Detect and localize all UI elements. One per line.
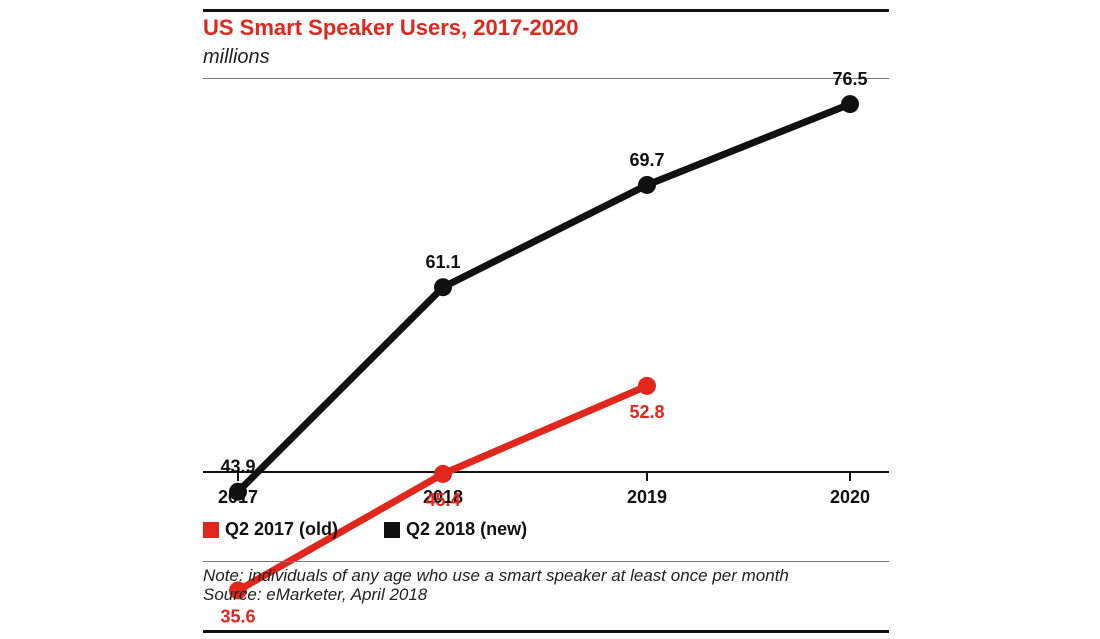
- legend-swatch-old: [203, 521, 219, 538]
- data-point: [638, 175, 656, 194]
- chart-subtitle: millions: [203, 46, 270, 68]
- x-tick-label: 2018: [423, 487, 463, 507]
- data-label: 43.9: [220, 457, 255, 477]
- data-label: 61.1: [425, 252, 460, 272]
- data-point: [229, 581, 247, 600]
- footnotes: Note: individuals of any age who use a s…: [203, 566, 893, 604]
- source-text: Source: eMarketer, April 2018: [203, 585, 428, 604]
- legend-item-new: Q2 2018 (new): [384, 519, 527, 540]
- x-axis: 2017201820192020: [203, 471, 889, 507]
- legend-label-new: Q2 2018 (new): [406, 519, 528, 539]
- data-point: [841, 95, 859, 114]
- series-line: [234, 100, 854, 496]
- data-label: 35.6: [220, 606, 255, 626]
- x-tick-label: 2019: [627, 487, 667, 507]
- header-divider: [203, 78, 889, 79]
- legend: Q2 2017 (old) Q2 2018 (new): [203, 519, 573, 540]
- series-layer: [229, 95, 859, 600]
- x-tick-label: 2020: [830, 487, 870, 507]
- data-label: 69.7: [629, 150, 664, 170]
- data-label: 45.4: [425, 490, 460, 510]
- data-label: 76.5: [832, 69, 867, 89]
- data-point: [638, 376, 656, 395]
- data-point: [434, 278, 452, 297]
- footer-divider: [203, 561, 889, 562]
- data-label: 52.8: [629, 402, 664, 422]
- chart-title: US Smart Speaker Users, 2017-2020: [203, 15, 579, 40]
- data-point: [229, 482, 247, 501]
- note-text: Note: individuals of any age who use a s…: [203, 566, 789, 585]
- legend-item-old: Q2 2017 (old): [203, 519, 338, 540]
- legend-swatch-new: [384, 521, 401, 538]
- legend-label-old: Q2 2017 (old): [225, 519, 339, 539]
- top-rule: [203, 9, 889, 12]
- bottom-rule: [203, 630, 889, 633]
- data-labels: 35.6 45.4 52.8 43.9 61.1 69.7 76.5: [220, 69, 867, 626]
- data-point: [434, 464, 452, 483]
